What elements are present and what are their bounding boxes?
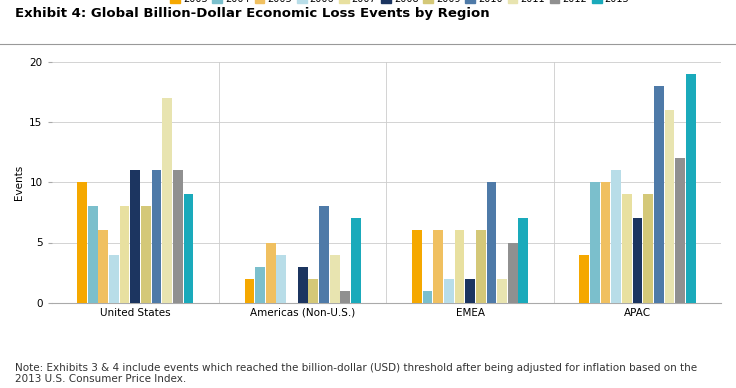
- Bar: [255, 267, 265, 303]
- Bar: [643, 194, 653, 303]
- Bar: [120, 206, 130, 303]
- Bar: [308, 279, 318, 303]
- Bar: [590, 182, 600, 303]
- Bar: [622, 194, 631, 303]
- Bar: [319, 206, 329, 303]
- Bar: [455, 230, 464, 303]
- Bar: [340, 291, 350, 303]
- Bar: [654, 86, 664, 303]
- Bar: [130, 170, 140, 303]
- Bar: [498, 279, 507, 303]
- Bar: [141, 206, 151, 303]
- Bar: [434, 230, 443, 303]
- Bar: [277, 255, 286, 303]
- Bar: [330, 255, 339, 303]
- Bar: [465, 279, 475, 303]
- Bar: [675, 158, 685, 303]
- Bar: [351, 218, 361, 303]
- Bar: [612, 170, 621, 303]
- Text: Exhibit 4: Global Billion-Dollar Economic Loss Events by Region: Exhibit 4: Global Billion-Dollar Economi…: [15, 7, 489, 20]
- Bar: [298, 267, 308, 303]
- Bar: [173, 170, 183, 303]
- Bar: [109, 255, 118, 303]
- Bar: [152, 170, 161, 303]
- Text: Note: Exhibits 3 & 4 include events which reached the billion-dollar (USD) thres: Note: Exhibits 3 & 4 include events whic…: [15, 362, 697, 384]
- Y-axis label: Events: Events: [14, 165, 24, 200]
- Bar: [266, 242, 275, 303]
- Bar: [183, 194, 194, 303]
- Bar: [163, 98, 172, 303]
- Bar: [88, 206, 98, 303]
- Bar: [244, 279, 255, 303]
- Bar: [422, 291, 433, 303]
- Bar: [476, 230, 486, 303]
- Bar: [412, 230, 422, 303]
- Bar: [508, 242, 517, 303]
- Bar: [486, 182, 496, 303]
- Bar: [601, 182, 610, 303]
- Legend: 2003, 2004, 2005, 2006, 2007, 2008, 2009, 2010, 2011, 2012, 2013: 2003, 2004, 2005, 2006, 2007, 2008, 2009…: [166, 0, 633, 8]
- Bar: [686, 74, 696, 303]
- Bar: [77, 182, 87, 303]
- Bar: [579, 255, 590, 303]
- Bar: [99, 230, 108, 303]
- Bar: [665, 110, 674, 303]
- Bar: [518, 218, 528, 303]
- Bar: [633, 218, 643, 303]
- Bar: [444, 279, 453, 303]
